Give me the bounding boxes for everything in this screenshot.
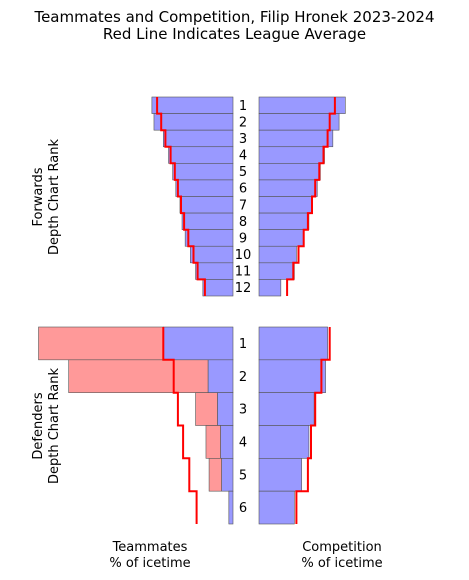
competition-bar [258,196,313,214]
competition-bar [258,212,310,230]
competition-bar [258,129,334,148]
competition-average-line [295,327,331,524]
teammates-bar [217,392,234,426]
rank-label: 12 [235,281,252,296]
defenders-ylabel-line1: Defenders [31,392,46,459]
competition-bar [258,163,321,181]
teammates-excess-bar [38,326,164,361]
teammates-bar [207,359,234,393]
competition-bar [258,146,325,164]
competition-bar [258,490,295,525]
teammates-bar [151,96,234,114]
rank-label: 3 [239,132,247,147]
teammates-bar [172,163,234,181]
teammates-bar [195,262,234,280]
rank-label: 6 [239,182,247,197]
teammates-excess-bar [205,425,221,459]
competition-bar [258,179,318,197]
teammates-average-line [156,97,206,296]
rank-label: 2 [239,370,247,385]
rank-label: 7 [239,198,247,213]
competition-bar [258,458,302,492]
rank-label: 5 [239,165,247,180]
rank-label: 5 [239,468,247,483]
competition-average-line [286,97,336,296]
competition-xlabel-line2: % of icetime [301,556,382,571]
competition-bar [258,96,346,114]
teammates-bar [202,279,234,297]
rank-label: 4 [239,149,247,164]
teammates-bar [184,229,234,247]
teammates-excess-bar [195,392,218,426]
teammates-bar [228,490,234,525]
defenders-panel: 1 2 3 4 5 6 [38,326,331,525]
rank-label: 1 [239,337,247,352]
competition-bar [258,326,328,361]
forwards-ylabel-line2: Depth Chart Rank [47,139,62,256]
rank-label: 4 [239,435,247,450]
chart-title: Teammates and Competition, Filip Hronek … [34,8,435,26]
competition-bar [258,392,315,426]
chart-subtitle: Red Line Indicates League Average [102,25,367,43]
forwards-ylabel-line1: Forwards [31,167,46,226]
teammates-bar [175,179,234,197]
teammates-bar [181,212,234,230]
competition-bar [258,262,295,280]
competition-bar [258,245,297,264]
competition-bar [258,359,326,393]
defenders-ylabel-line2: Depth Chart Rank [47,368,62,485]
teammates-xlabel-line1: Teammates [112,540,188,555]
competition-bar [258,113,340,131]
teammates-bar [168,146,234,164]
teammates-bar [163,129,234,148]
rank-label: 9 [239,231,247,246]
teammates-xlabel-line2: % of icetime [109,556,190,571]
teammates-bar [221,458,234,492]
teammates-bar [153,113,234,131]
rank-label: 1 [239,99,247,114]
teammates-average-line [162,327,198,524]
rank-label: 11 [235,265,252,280]
competition-xlabel-line1: Competition [302,540,382,555]
teammates-excess-bar [68,359,209,393]
rank-label: 10 [235,248,252,263]
rank-label: 3 [239,403,247,418]
competition-bar [258,279,282,297]
teammates-excess-bar [208,458,222,492]
competition-bar [258,229,305,247]
teammates-bar [179,196,234,214]
rank-label: 2 [239,115,247,130]
rank-label: 6 [239,501,247,516]
competition-bar [258,425,310,459]
teammates-bar [163,326,234,361]
teammates-bar [190,245,234,264]
rank-label: 8 [239,215,247,230]
teammates-bar [220,425,234,459]
